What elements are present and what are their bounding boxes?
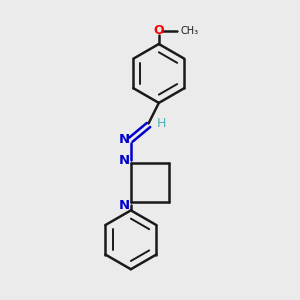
Text: O: O: [154, 24, 164, 37]
Text: H: H: [157, 117, 166, 130]
Text: CH₃: CH₃: [180, 26, 199, 36]
Text: N: N: [118, 133, 129, 146]
Text: N: N: [118, 199, 129, 212]
Text: N: N: [118, 154, 129, 167]
